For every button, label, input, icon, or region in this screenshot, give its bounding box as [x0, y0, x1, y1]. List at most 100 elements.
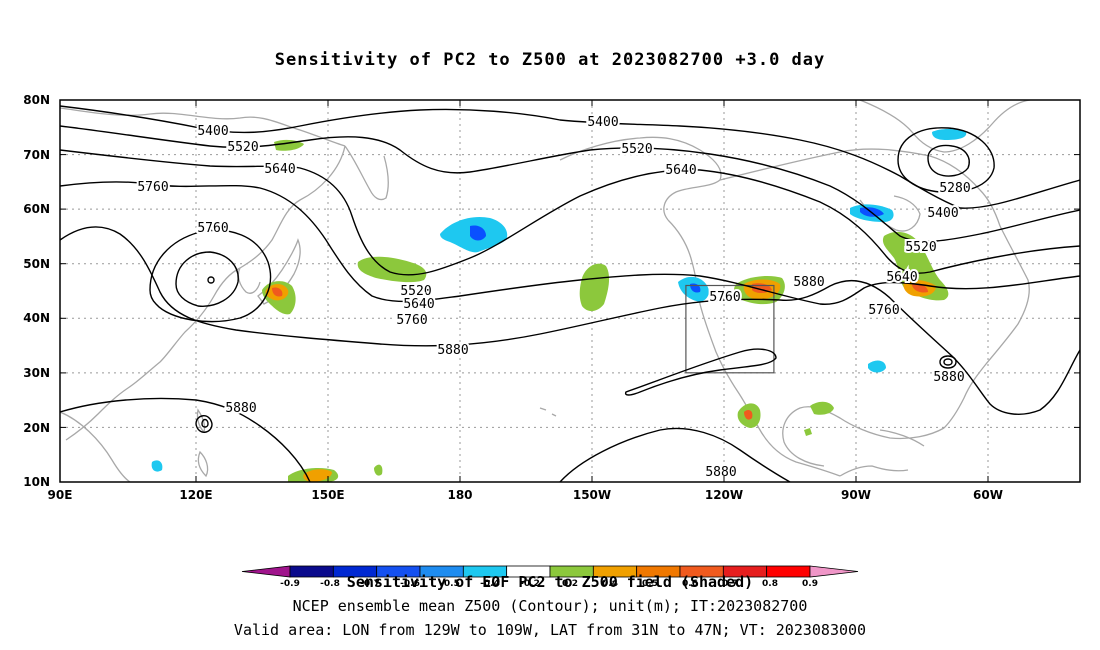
contour-5880-taiwan [60, 397, 311, 482]
tick-marks [60, 99, 1080, 483]
lon-label: 120E [179, 488, 212, 502]
contour-5760-west-low [149, 229, 272, 323]
contour-label: 5880 [225, 401, 256, 416]
contour-label: 5520 [621, 142, 652, 157]
contour-label: 5400 [197, 124, 228, 139]
footer-line-2: Valid area: LON from 129W to 109W, LAT f… [233, 621, 867, 639]
contour-label: 5640 [264, 162, 295, 177]
colorbar-tick-label: -0.9 [280, 579, 300, 589]
colorbar-tick-label: -0.2 [520, 579, 540, 589]
contour-label: 5880 [705, 465, 736, 480]
contour-5880-main [60, 226, 1080, 415]
contour-label: 5640 [403, 297, 434, 312]
contour-5280-greenland [897, 127, 995, 193]
colorbar-tick-label: 0.5 [642, 579, 658, 589]
contour-5400 [60, 105, 1080, 209]
shade-positive-northwest-pacific [357, 256, 427, 283]
contour-5760-main [60, 181, 1080, 305]
lat-label: 30N [23, 366, 50, 380]
shade-negative-florida [868, 360, 886, 373]
map-title: Sensitivity of PC2 to Z500 at 2023082700… [274, 50, 826, 70]
contour-5880-atlantic [939, 355, 957, 369]
contour-label: 5640 [886, 270, 917, 285]
coastline-hawaii [539, 407, 557, 417]
valid-area-box [685, 284, 775, 374]
contour-label: 5400 [587, 115, 618, 130]
contour-labels: 5400 5520 5640 5760 5760 5400 5520 5640 … [135, 113, 972, 482]
lon-label: 60W [973, 488, 1003, 502]
coastline-taiwan [196, 408, 206, 434]
shade-positive-east-canada [882, 231, 949, 301]
shade-positive-tropical-strong [303, 469, 332, 482]
contour-5520 [60, 125, 1080, 243]
lat-label: 10N [23, 475, 50, 489]
plot-frame [59, 99, 1081, 483]
sensitivity-shading [151, 129, 967, 482]
gridlines [60, 100, 1080, 482]
coastline-kamchatka [344, 145, 389, 201]
colorbar-tick-label: 0.6 [682, 579, 698, 589]
coastlines [60, 100, 1031, 482]
shade-positive-tropical-2 [374, 464, 383, 476]
contour-label: 5280 [939, 181, 970, 196]
contour-label: 5400 [927, 206, 958, 221]
contour-label: 5880 [437, 343, 468, 358]
colorbar-tick-label: -0.7 [360, 579, 380, 589]
lon-axis-labels: 90E 120E 150E 180 150W 120W 90W 60W [48, 488, 1003, 502]
contour-label: 5760 [868, 303, 899, 318]
colorbar-tick-label: 0.8 [762, 579, 778, 589]
lon-label: 90W [841, 488, 871, 502]
coastline-na-west [667, 219, 841, 477]
shade-positive-japan-core [272, 287, 283, 297]
coastline-cuba [879, 429, 925, 447]
coastline-asia-east [65, 145, 346, 441]
contour-label: 5760 [396, 313, 427, 328]
contour-label: 5760 [709, 290, 740, 305]
colorbar: -0.9 -0.8 -0.7 -0.6 -0.5 -0.4 -0.2 0.2 0.4 0.5 0.6… [241, 565, 859, 589]
coastline-korea [237, 267, 261, 294]
contour-label: 5760 [197, 221, 228, 236]
colorbar-right-arrow [809, 565, 859, 578]
lon-label: 150W [573, 488, 611, 502]
shade-positive-gulf-alaska [579, 263, 610, 312]
footer-line-1: NCEP ensemble mean Z500 (Contour); unit(… [292, 597, 808, 615]
lat-label: 80N [23, 93, 50, 107]
lat-label: 70N [23, 148, 50, 162]
contour-5280-inner [927, 144, 970, 177]
lat-label: 40N [23, 311, 50, 325]
shade-positive-gulf [810, 401, 834, 415]
shade-negative-greenland [932, 129, 967, 140]
contour-5880-taiwan-inner [201, 418, 209, 428]
lon-label: 90E [48, 488, 73, 502]
contour-label: 5520 [227, 140, 258, 155]
z500-contours [60, 105, 1080, 482]
contour-label: 5760 [137, 180, 168, 195]
shade-negative-central-pacific-core [470, 225, 486, 241]
contour-5880-taiwan-loop [195, 415, 213, 433]
colorbar-caption: Sensitivity of EOF PC2 to Z500 field (Sh… [346, 573, 754, 591]
coastline-canada-north [719, 148, 1001, 227]
coastline-na-east [943, 225, 1030, 429]
colorbar-tick-label: -0.8 [320, 579, 340, 589]
coastline-central-america [839, 465, 909, 477]
coastline-se-asia [60, 411, 131, 482]
colorbar-tick-label: 0.4 [602, 579, 618, 589]
colorbar-tick-label: 0.9 [802, 579, 818, 589]
coastline-gulf [782, 406, 945, 467]
lon-label: 180 [447, 488, 472, 502]
contour-5640 [60, 149, 1080, 276]
shade-positive-yucatan [804, 428, 812, 436]
colorbar-tick-label: -0.6 [400, 579, 420, 589]
colorbar-tick-label: 0.2 [562, 579, 578, 589]
coastline-greenland [859, 100, 1031, 153]
lon-label: 120W [705, 488, 743, 502]
contour-5880-inner [624, 348, 777, 396]
contour-label: 5520 [905, 240, 936, 255]
contour-label: 5520 [400, 284, 431, 299]
coastline-asia-north [60, 107, 346, 147]
coastline-alaska [559, 136, 722, 221]
lat-label: 20N [23, 421, 50, 435]
lon-label: 150E [311, 488, 344, 502]
colorbar-tick-label: 0.7 [722, 579, 738, 589]
